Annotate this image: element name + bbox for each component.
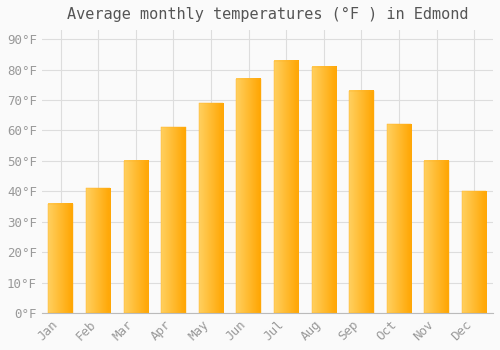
Bar bbox=[274, 61, 298, 313]
Bar bbox=[48, 204, 73, 313]
Bar bbox=[161, 127, 186, 313]
Bar bbox=[424, 161, 449, 313]
Bar bbox=[86, 188, 110, 313]
Bar bbox=[462, 191, 486, 313]
Bar bbox=[199, 103, 223, 313]
Bar bbox=[312, 66, 336, 313]
Bar bbox=[387, 124, 411, 313]
Bar bbox=[124, 161, 148, 313]
Title: Average monthly temperatures (°F ) in Edmond: Average monthly temperatures (°F ) in Ed… bbox=[66, 7, 468, 22]
Bar bbox=[349, 91, 374, 313]
Bar bbox=[236, 79, 261, 313]
